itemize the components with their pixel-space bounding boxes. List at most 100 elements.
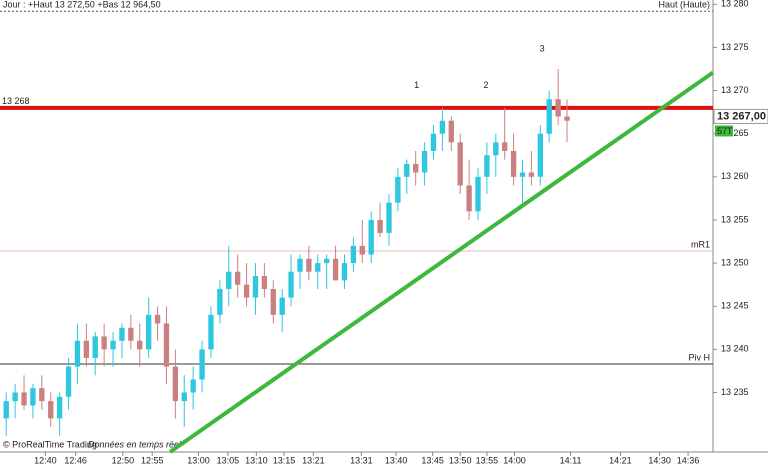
last-price-label: 13 267,00 xyxy=(717,110,766,122)
candle-body xyxy=(537,133,543,177)
y-tick-label: 13 250 xyxy=(721,257,749,267)
candle-body xyxy=(332,258,339,281)
candle-body xyxy=(484,155,490,177)
candle-body xyxy=(564,116,570,121)
candle-body xyxy=(430,133,437,151)
x-tick-label: 14:11 xyxy=(560,455,582,465)
candle-body xyxy=(413,163,419,173)
candle-body xyxy=(510,150,517,177)
candle-body xyxy=(181,392,187,402)
x-tick-label: 13:55 xyxy=(476,455,499,465)
candle-body xyxy=(546,99,552,134)
y-tick-label: 13 275 xyxy=(721,42,749,52)
candle-body xyxy=(199,349,205,380)
candle-body xyxy=(56,396,63,419)
annotation: 1 xyxy=(414,80,419,90)
y-tick-label: 13 245 xyxy=(721,301,749,311)
candle-body xyxy=(270,288,276,315)
candle-body xyxy=(145,314,152,350)
candle-body xyxy=(92,336,98,358)
candle-body xyxy=(315,263,321,272)
x-tick-label: 12:40 xyxy=(34,455,57,465)
y-tick-label: 13 240 xyxy=(721,344,749,354)
candle-body xyxy=(493,142,499,156)
candle-body xyxy=(386,202,392,233)
candle-body xyxy=(439,120,446,134)
x-tick-label: 12:50 xyxy=(112,455,135,465)
candle-body xyxy=(306,258,312,272)
candle-body xyxy=(154,314,161,324)
candle-body xyxy=(3,401,9,419)
y-tick-label: 13 260 xyxy=(721,171,749,181)
y-tick-label: 13 235 xyxy=(721,387,749,397)
x-tick-label: 13:21 xyxy=(302,455,325,465)
candle-body xyxy=(297,258,303,272)
candle-body xyxy=(457,142,463,186)
chart-title: Jour : +Haut 13 272,50 +Bas 12 964,50 xyxy=(3,0,161,9)
x-tick-label: 12:46 xyxy=(64,455,87,465)
x-tick-label: 13:15 xyxy=(273,455,296,465)
level-label: Piv H xyxy=(688,352,710,362)
volume-tag-box xyxy=(715,125,733,137)
candle-body xyxy=(341,263,348,281)
candle-body xyxy=(128,327,134,341)
candle-body xyxy=(21,392,27,406)
candle-body xyxy=(404,163,410,177)
candle-body xyxy=(448,120,454,143)
x-tick-label: 13:00 xyxy=(187,455,210,465)
candle-body xyxy=(101,336,107,350)
candle-body xyxy=(288,271,294,298)
x-tick-label: 14:30 xyxy=(648,455,671,465)
candle-body xyxy=(217,288,223,315)
trendline xyxy=(168,70,715,454)
candle-body xyxy=(74,340,81,367)
x-tick-label: 12:55 xyxy=(141,455,164,465)
x-tick-label: 14:36 xyxy=(677,455,700,465)
candle-body xyxy=(279,297,285,315)
volume-tag: 57T xyxy=(717,126,733,136)
candle-body xyxy=(234,271,241,285)
candle-body xyxy=(528,172,535,177)
candle-body xyxy=(252,276,259,298)
level-label: mR1 xyxy=(691,239,710,249)
candle-body xyxy=(261,276,268,289)
candle-body xyxy=(30,388,36,406)
candle-body xyxy=(110,340,116,350)
candle-body xyxy=(172,366,179,402)
x-tick-label: 14:21 xyxy=(609,455,632,465)
candle-body xyxy=(119,327,125,341)
candle-body xyxy=(163,323,170,367)
candle-body xyxy=(368,219,374,255)
candle-body xyxy=(83,340,90,358)
last-price-box xyxy=(713,108,768,124)
y-tick-label: 13 265 xyxy=(721,128,749,138)
candle-body xyxy=(395,176,401,203)
candle-body xyxy=(555,99,561,117)
footer: © ProRealTime Trading xyxy=(3,439,97,449)
x-tick-label: 13:45 xyxy=(421,455,444,465)
candle-body xyxy=(12,392,18,402)
x-tick-label: 14:00 xyxy=(503,455,526,465)
candle-body xyxy=(377,219,383,233)
candle-body xyxy=(359,245,365,255)
y-tick-label: 13 255 xyxy=(721,214,749,224)
candle-body xyxy=(324,258,330,264)
y-tick-label: 13 280 xyxy=(721,0,749,9)
annotation: 2 xyxy=(484,80,489,90)
x-tick-label: 13:40 xyxy=(385,455,408,465)
candle-body xyxy=(39,388,45,402)
y-tick-label: 13 270 xyxy=(721,85,749,95)
candle-body xyxy=(519,172,526,177)
candle-body xyxy=(475,176,481,212)
candle-body xyxy=(208,314,214,350)
candle-body xyxy=(226,271,232,289)
x-tick-label: 13:05 xyxy=(217,455,240,465)
candle-body xyxy=(190,379,196,393)
x-tick-label: 13:10 xyxy=(245,455,268,465)
candle-body xyxy=(421,150,428,173)
level-label: 13 268 xyxy=(2,96,30,106)
level-label: Haut (Haute) xyxy=(658,0,710,10)
footer-note: Données en temps réel xyxy=(88,439,182,449)
